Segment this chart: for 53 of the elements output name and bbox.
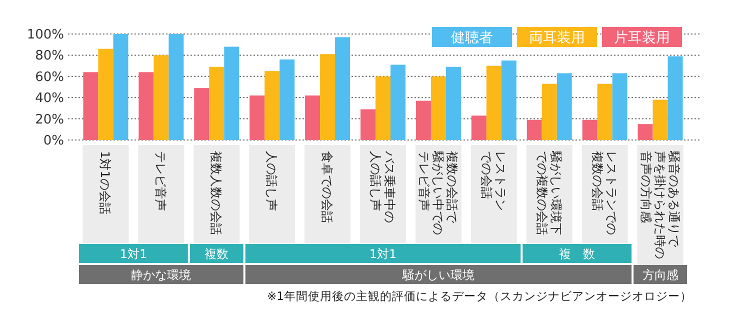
bar — [376, 76, 390, 140]
x-tick-label: 騒音のある通りで声を掛けられた時の音声の方向感 — [638, 151, 681, 259]
bar — [597, 84, 612, 140]
bar — [612, 73, 628, 140]
x-tick-label: 食卓での会話 — [320, 151, 334, 223]
bar — [305, 95, 320, 140]
y-tick-label: 0% — [43, 134, 64, 148]
bar — [320, 54, 336, 140]
bar — [154, 55, 169, 140]
bar — [113, 34, 128, 140]
bar — [168, 34, 184, 140]
bar — [430, 76, 446, 140]
bar — [335, 37, 350, 140]
x-tick-label: 複数の会話で騒がしい中でのテレビ音声 — [416, 151, 459, 235]
y-tick-label: 80% — [35, 48, 64, 64]
x-tick-label: 1対1の会話 — [98, 151, 112, 214]
bar — [416, 100, 431, 140]
x-tick-label: 騒がしい環境下での複数の会話 — [534, 151, 563, 235]
bar — [471, 116, 486, 140]
x-tick-label: 人の話し声 — [264, 151, 279, 211]
bar — [194, 88, 210, 140]
bar — [486, 66, 502, 140]
bar — [526, 120, 542, 140]
y-tick-label: 60% — [35, 70, 64, 85]
bar — [280, 59, 295, 140]
text: 両耳装用 — [529, 30, 585, 46]
bar — [360, 109, 376, 140]
y-tick-label: 20% — [35, 112, 64, 128]
x-tick-label: レストランでの会話 — [479, 151, 508, 211]
bar — [138, 72, 154, 140]
bar — [501, 60, 516, 140]
x-tick-label: バス乗車中の人の話し声 — [368, 151, 396, 223]
x-tick-label: テレビ音声 — [154, 151, 168, 211]
x-tick-label: レストランでの複数の会話 — [590, 151, 618, 235]
x-tick-label: 複数人数の会話 — [209, 151, 224, 235]
text: 片耳装用 — [614, 30, 670, 46]
y-tick-label: 100% — [26, 28, 64, 42]
bar — [446, 66, 461, 140]
bar — [542, 84, 557, 140]
bar — [668, 56, 683, 140]
bar — [652, 100, 668, 140]
bar — [582, 120, 598, 140]
bar — [250, 95, 265, 140]
bar — [224, 46, 240, 140]
bar — [83, 72, 98, 140]
series-label: 健聴者 — [451, 30, 493, 46]
bar — [556, 73, 572, 140]
bar — [98, 48, 114, 140]
bar — [390, 64, 406, 140]
bar — [264, 71, 280, 140]
y-tick-label: 40% — [35, 91, 64, 106]
bar — [638, 124, 653, 140]
bar — [209, 66, 224, 140]
